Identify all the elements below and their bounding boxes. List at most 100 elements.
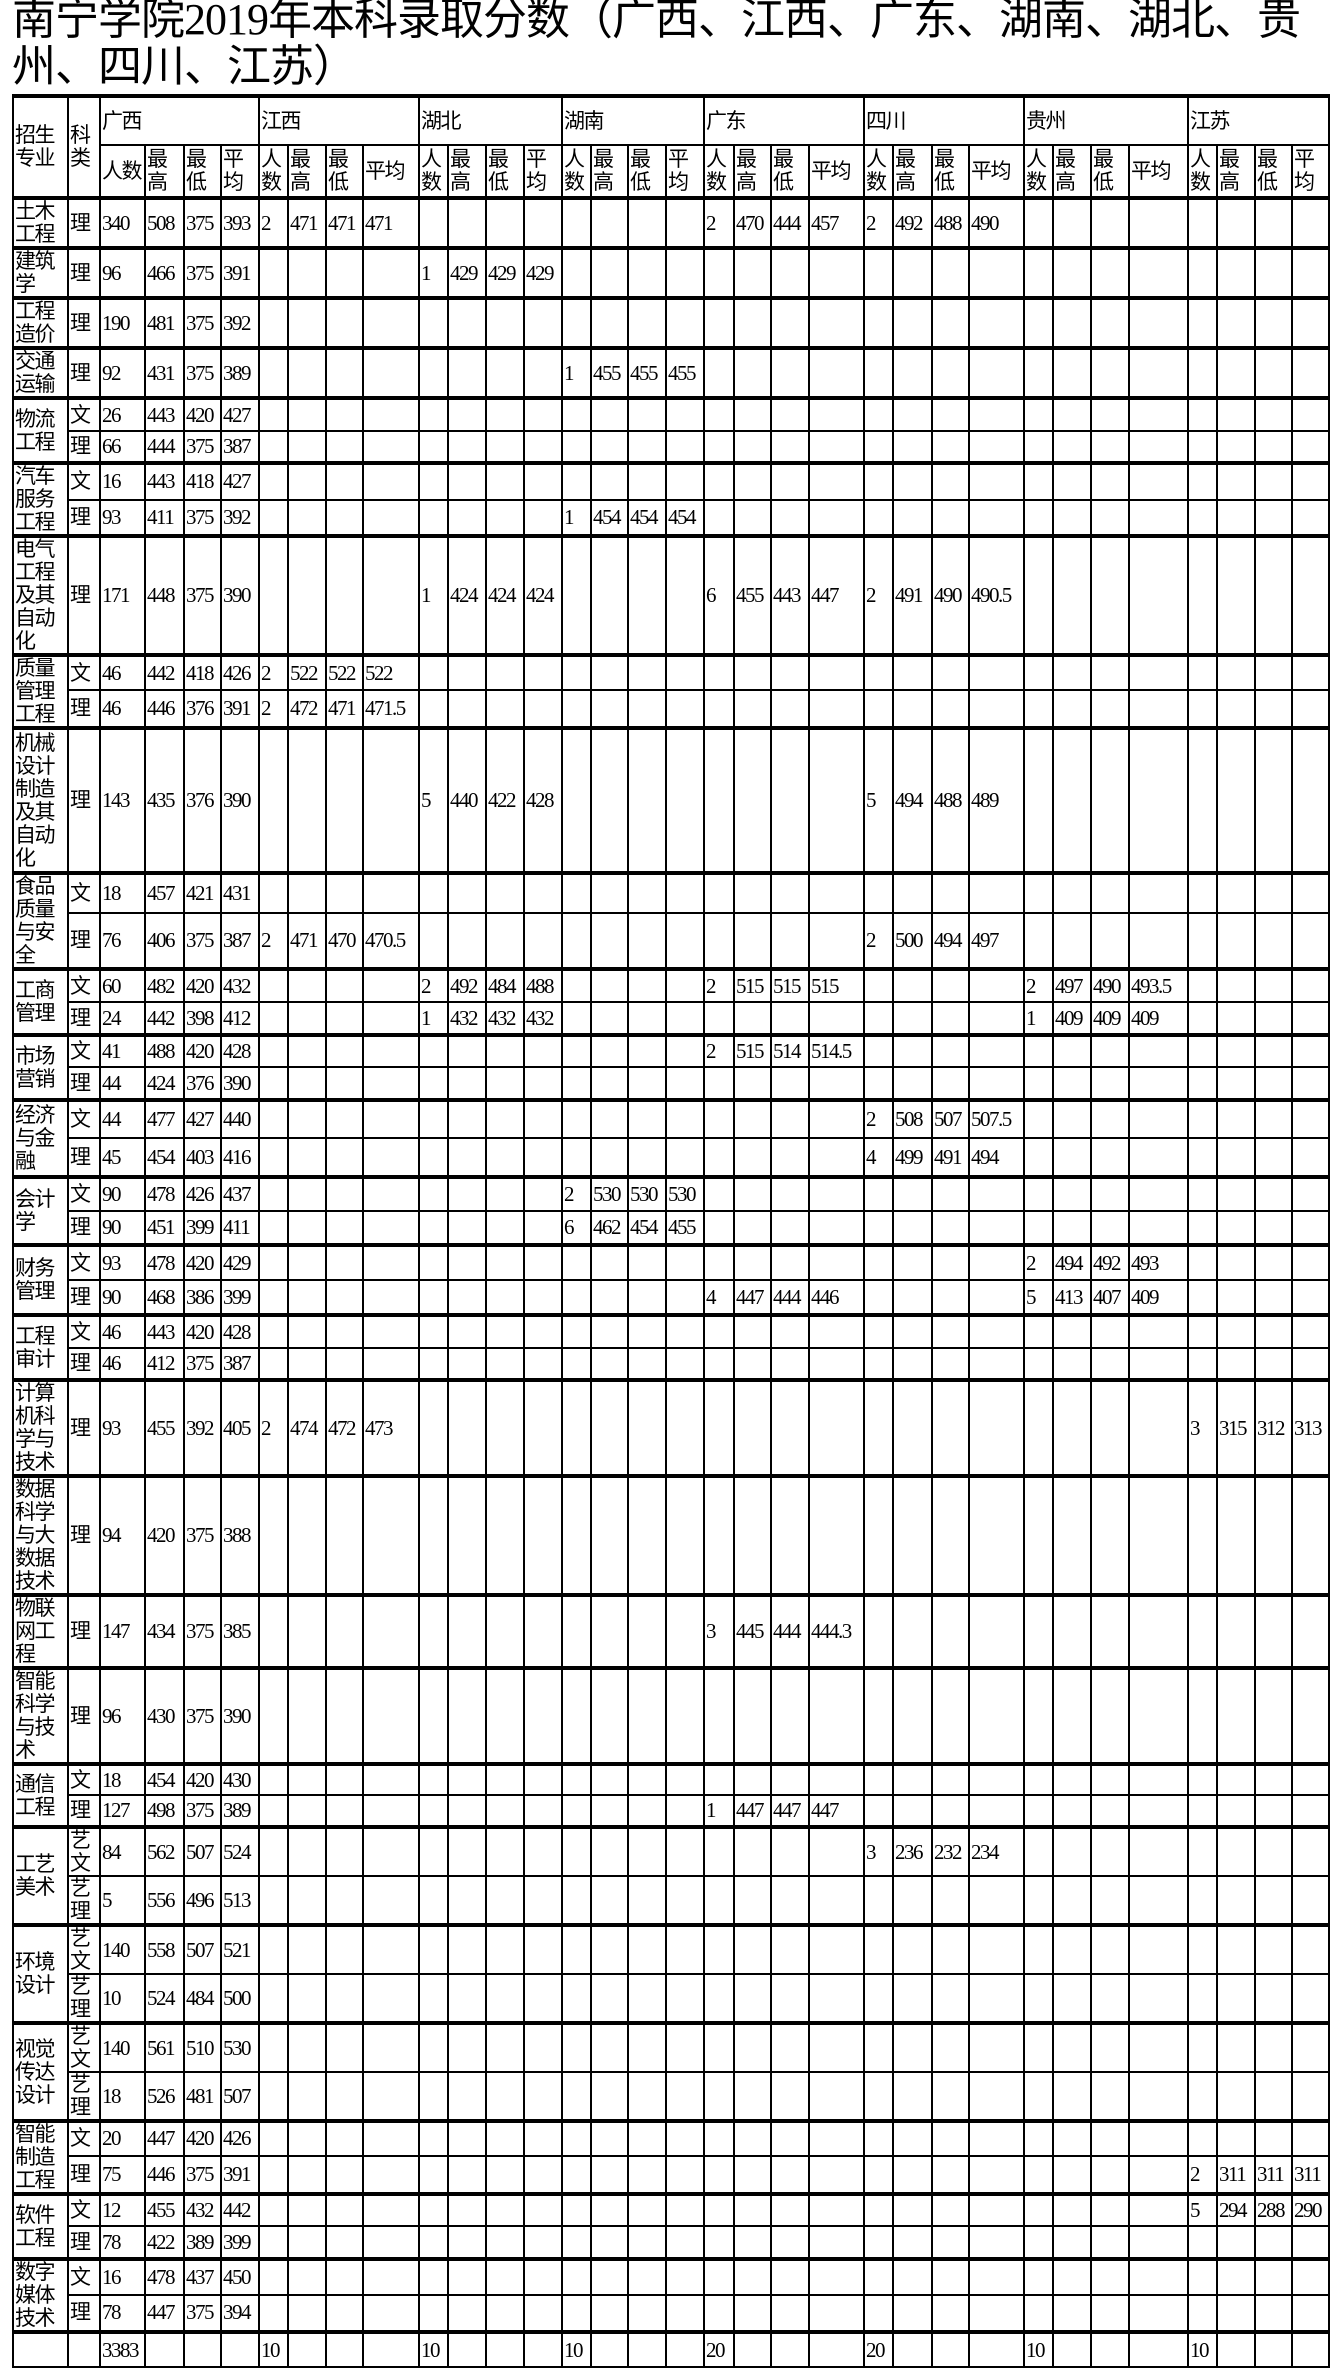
cell-hn — [627, 1313, 667, 1349]
cell-gz — [1023, 1098, 1054, 1139]
cell-js — [1254, 1762, 1293, 1796]
cell-sc: 492 — [892, 196, 933, 249]
cell-hb — [485, 1825, 525, 1877]
cell-gx: 442 — [144, 1001, 185, 1036]
cell-gz — [1128, 2257, 1189, 2296]
cell-empty — [287, 2330, 327, 2368]
cell-hb — [447, 1347, 487, 1381]
cell-gz — [1090, 396, 1130, 432]
cell-gx: 44 — [99, 1098, 146, 1139]
cell-js — [1216, 1243, 1256, 1281]
cell-jx — [325, 430, 364, 464]
cell-gx: 391 — [220, 246, 260, 299]
cell-hb — [485, 2021, 525, 2073]
cell-gd — [808, 1666, 865, 1765]
cell-js — [1216, 912, 1256, 970]
cell-sc — [931, 1210, 970, 1246]
cell-gz — [1052, 296, 1092, 349]
cell-jx — [287, 2071, 327, 2122]
cell-hn — [590, 1243, 629, 1281]
cell-sc — [892, 2154, 933, 2196]
subject-type: 艺文 — [67, 2021, 101, 2073]
cell-js — [1216, 1279, 1256, 1316]
cell-gz: 407 — [1090, 1279, 1130, 1316]
cell-jx — [325, 1210, 364, 1246]
cell-hn — [627, 1137, 667, 1178]
cell-js — [1291, 2225, 1330, 2260]
cell-sc — [968, 652, 1025, 692]
cell-gz — [1090, 1066, 1130, 1101]
cell-js — [1216, 1825, 1256, 1877]
cell-gz — [1128, 1794, 1189, 1828]
cell-sc — [968, 346, 1025, 399]
cell-jx — [258, 2225, 289, 2260]
cell-jx — [258, 1474, 289, 1596]
cell-jx: 2 — [258, 1378, 289, 1477]
cell-sc — [863, 1001, 894, 1036]
table-row: 艺理 5 556 496 513 — [13, 1875, 1330, 1926]
cell-gd — [808, 2257, 865, 2296]
cell-hb: 432 — [523, 1001, 563, 1036]
cell-gd — [770, 2293, 810, 2334]
header-major: 招生专业 — [12, 94, 69, 199]
cell-gz — [1090, 2154, 1130, 2196]
cell-gd — [770, 1347, 810, 1381]
cell-hb — [418, 1875, 449, 1926]
table-row: 物流工程文 26 443 420 427 — [12, 396, 1330, 464]
cell-gz: 494 — [1052, 1243, 1092, 1281]
cell-js — [1254, 1313, 1293, 1349]
cell-hb — [523, 1593, 563, 1669]
major-name: 建筑学 — [12, 246, 69, 299]
cell-gx: 442 — [144, 652, 185, 692]
cell-gz — [1023, 1593, 1054, 1669]
cell-jx: 522 — [325, 652, 364, 692]
cell-js — [1254, 1066, 1293, 1101]
cell-sc: 488 — [931, 196, 970, 249]
cell-sc — [931, 1794, 970, 1828]
cell-gz — [1128, 430, 1189, 464]
cell-jx — [258, 1973, 289, 2024]
cell-hb — [485, 1033, 525, 1068]
cell-hb — [418, 2119, 449, 2157]
subject-type: 文 — [67, 2192, 101, 2227]
cell-gz — [1090, 430, 1130, 464]
cell-gx: 5 — [99, 1875, 146, 1926]
header-gd-metric: 最高 — [733, 144, 772, 199]
cell-gx: 46 — [99, 652, 146, 692]
cell-jx — [325, 396, 364, 432]
cell-jx — [325, 1001, 364, 1036]
cell-gd — [733, 1243, 772, 1281]
cell-gz — [1090, 1137, 1130, 1178]
cell-hb — [523, 346, 563, 399]
cell-gz — [1090, 534, 1130, 656]
cell-hb — [418, 689, 449, 729]
subject-type: 理 — [67, 726, 101, 874]
cell-gd — [733, 1973, 772, 2024]
cell-sc — [892, 2257, 933, 2296]
cell-gz — [1052, 1347, 1092, 1381]
cell-js — [1187, 2119, 1218, 2157]
cell-jx — [325, 2021, 364, 2073]
cell-hb — [447, 1762, 487, 1796]
cell-sc — [968, 1762, 1025, 1796]
major-name: 视觉传达设计 — [12, 2021, 69, 2122]
cell-js — [1291, 1973, 1330, 2024]
cell-jx — [325, 1033, 364, 1068]
cell-hn — [665, 1243, 705, 1281]
cell-hb — [523, 1875, 563, 1926]
cell-js — [1254, 870, 1293, 915]
cell-sc — [892, 1279, 933, 1316]
cell-hb: 422 — [485, 726, 525, 874]
cell-gd — [808, 689, 865, 729]
cell-gd: 444 — [770, 1279, 810, 1316]
cell-sc — [931, 2021, 970, 2073]
cell-gx: 45 — [99, 1137, 146, 1178]
cell-gd — [770, 2021, 810, 2073]
cell-empty — [1128, 2330, 1189, 2368]
cell-hb: 424 — [523, 534, 563, 656]
cell-sc — [863, 1474, 894, 1596]
cell-js — [1187, 1666, 1218, 1765]
cell-hb — [485, 430, 525, 464]
cell-hn — [590, 726, 629, 874]
cell-jx — [362, 461, 420, 501]
